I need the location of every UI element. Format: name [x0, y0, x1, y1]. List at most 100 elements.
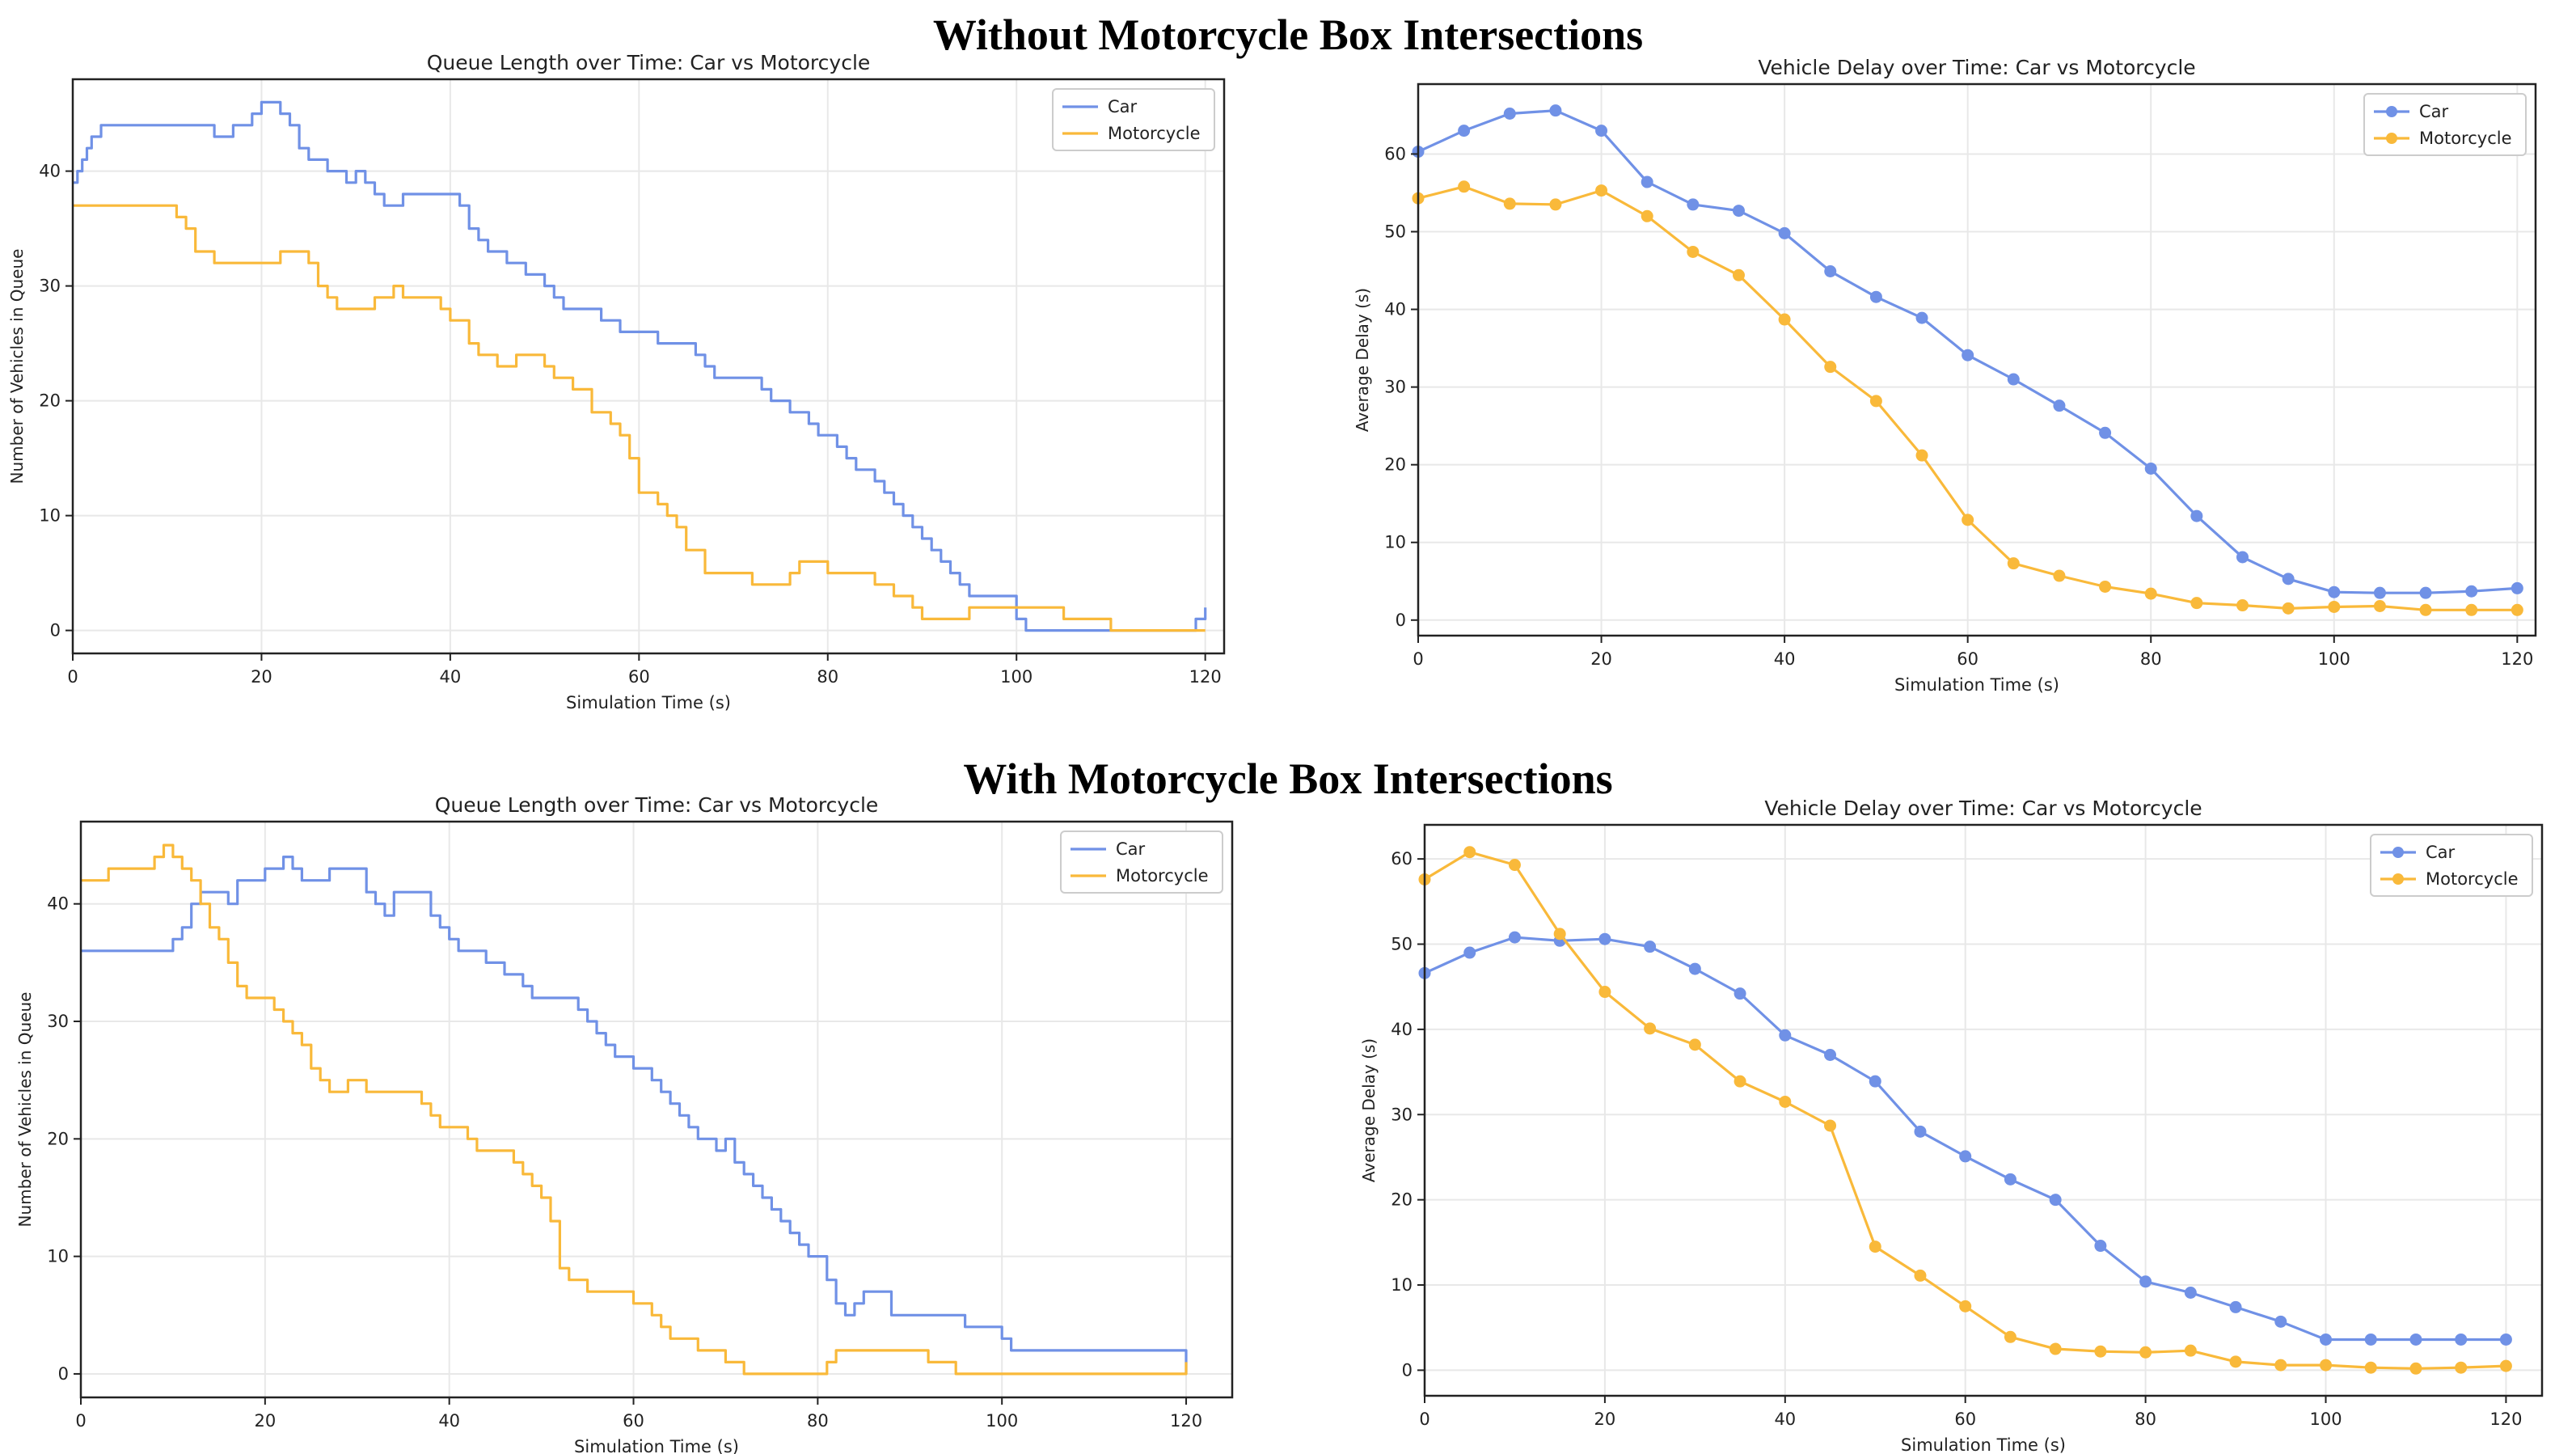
x-tick-label: 60	[623, 1411, 644, 1431]
y-tick-label: 40	[39, 162, 61, 181]
data-point-car	[2465, 585, 2478, 598]
data-point-motorcycle	[2320, 1359, 2333, 1372]
data-point-car	[1508, 931, 1521, 944]
data-point-car	[1779, 1029, 1792, 1042]
data-point-car	[1688, 962, 1701, 975]
legend-label: Motorcycle	[2419, 129, 2512, 148]
data-point-car	[2053, 399, 2066, 412]
y-tick-label: 50	[1384, 222, 1406, 242]
data-point-motorcycle	[2099, 580, 2112, 593]
y-tick-label: 40	[1391, 1020, 1413, 1039]
y-tick-label: 10	[39, 506, 61, 526]
x-tick-label: 20	[254, 1411, 276, 1431]
data-point-car	[2409, 1333, 2422, 1346]
data-point-motorcycle	[1595, 184, 1608, 197]
x-tick-label: 80	[807, 1411, 829, 1431]
data-point-motorcycle	[2053, 569, 2066, 582]
data-point-car	[1824, 1049, 1837, 1062]
data-point-motorcycle	[2184, 1344, 2197, 1357]
x-tick-label: 20	[1594, 1410, 1616, 1429]
data-point-motorcycle	[1503, 197, 1516, 210]
data-point-car	[1778, 226, 1791, 239]
data-point-motorcycle	[2139, 1346, 2152, 1359]
x-axis-label: Simulation Time (s)	[574, 1437, 739, 1454]
y-tick-label: 20	[1391, 1190, 1413, 1210]
chart-2: 0 20 40 60 80 100 120 0 10 20 30 40 50 60 Vehicle Dela…	[1353, 56, 2537, 695]
data-point-motorcycle	[1869, 1241, 1881, 1253]
data-point-car	[1549, 104, 1562, 117]
x-axis-label: Simulation Time (s)	[1901, 1435, 2066, 1454]
x-tick-label: 0	[1413, 649, 1423, 669]
data-point-motorcycle	[1962, 514, 1974, 526]
data-point-motorcycle	[2229, 1355, 2242, 1368]
data-point-motorcycle	[2328, 600, 2341, 613]
x-tick-label: 120	[1170, 1411, 1202, 1431]
data-point-motorcycle	[1734, 1075, 1746, 1088]
data-point-car	[1914, 1125, 1927, 1138]
x-tick-label: 20	[251, 667, 272, 687]
y-tick-label: 30	[1384, 378, 1406, 397]
data-point-car	[1962, 349, 1974, 361]
series-line-motorcycle	[73, 204, 1206, 632]
x-tick-label: 60	[628, 667, 650, 687]
x-tick-label: 0	[1419, 1410, 1429, 1429]
section-title-without: Without Motorcycle Box Intersections	[932, 11, 1644, 59]
x-tick-label: 100	[2318, 649, 2350, 669]
chart-title: Queue Length over Time: Car vs Motorcycl…	[435, 793, 879, 817]
data-point-motorcycle	[1915, 449, 1928, 462]
data-point-car	[1595, 125, 1608, 137]
y-tick-label: 10	[1391, 1275, 1413, 1295]
plot-frame	[71, 78, 1226, 655]
y-tick-label: 30	[1391, 1105, 1413, 1124]
data-point-motorcycle	[1644, 1022, 1657, 1035]
legend: Car Motorcycle	[2370, 834, 2533, 897]
plot-frame	[1423, 823, 2544, 1397]
y-tick-label: 0	[1402, 1360, 1413, 1380]
x-tick-label: 100	[2309, 1410, 2342, 1429]
legend: Car Motorcycle	[2363, 93, 2527, 156]
data-point-car	[2229, 1300, 2242, 1313]
data-point-car	[2282, 573, 2295, 585]
y-axis-label: Average Delay (s)	[1359, 1038, 1379, 1182]
data-point-car	[2373, 586, 2386, 599]
data-point-motorcycle	[1549, 198, 1562, 211]
legend-box	[2370, 834, 2533, 897]
data-point-motorcycle	[2511, 603, 2523, 616]
y-tick-label: 60	[1391, 849, 1413, 869]
x-tick-label: 40	[440, 667, 462, 687]
data-point-motorcycle	[2190, 597, 2203, 610]
legend-box	[2363, 93, 2527, 156]
legend-label: Car	[1116, 839, 1146, 859]
y-tick-label: 30	[47, 1012, 69, 1031]
data-point-car	[1869, 290, 1882, 303]
y-tick-label: 20	[47, 1129, 69, 1148]
y-tick-label: 40	[1384, 300, 1406, 319]
data-point-motorcycle	[1553, 928, 1566, 940]
data-point-motorcycle	[2274, 1359, 2287, 1372]
data-point-car	[2236, 551, 2249, 564]
data-point-car	[2511, 581, 2523, 594]
data-point-motorcycle	[1869, 395, 1882, 408]
data-point-motorcycle	[2373, 599, 2386, 612]
x-tick-label: 0	[67, 667, 78, 687]
y-axis-label: Average Delay (s)	[1353, 288, 1372, 432]
chart-title: Vehicle Delay over Time: Car vs Motorcyc…	[1764, 797, 2202, 820]
legend: Car Motorcycle	[1052, 88, 1215, 151]
data-point-motorcycle	[1779, 1095, 1792, 1108]
x-tick-label: 60	[1954, 1410, 1976, 1429]
data-point-motorcycle	[2455, 1361, 2468, 1374]
data-point-motorcycle	[1508, 859, 1521, 872]
data-point-car	[2144, 462, 2157, 475]
data-point-car	[2274, 1315, 2287, 1328]
data-point-motorcycle	[1688, 1038, 1701, 1051]
x-axis-label: Simulation Time (s)	[1894, 675, 2059, 695]
data-point-car	[1687, 198, 1700, 211]
y-tick-label: 30	[39, 277, 61, 296]
y-tick-label: 20	[39, 391, 61, 411]
data-point-car	[2099, 426, 2112, 439]
data-point-motorcycle	[1458, 180, 1471, 193]
data-point-motorcycle	[2144, 587, 2157, 600]
data-point-car	[2004, 1173, 2016, 1186]
data-point-motorcycle	[2007, 557, 2020, 570]
legend-marker	[2386, 133, 2397, 144]
